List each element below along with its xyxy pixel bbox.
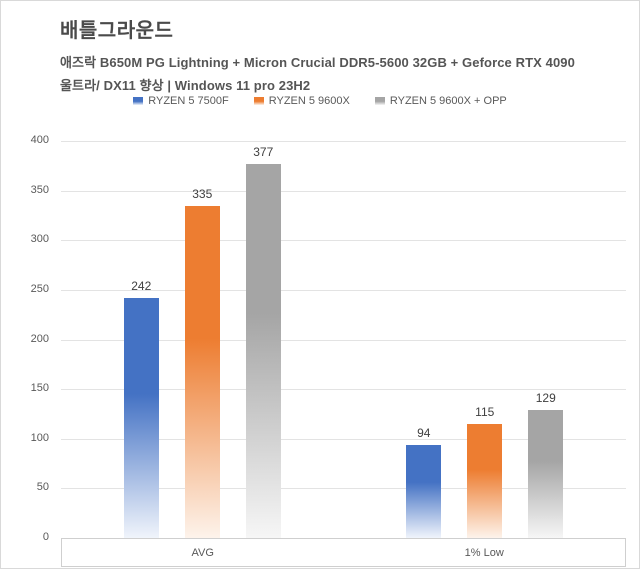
y-tick-100: 100 [30,431,49,444]
gridline-150 [61,389,626,391]
legend-swatch-ryzen-5-9600x-icon [253,97,264,105]
gridline-100 [61,438,626,440]
chart-subtitle-settings: 울트라/ DX11 향상 | Windows 11 pro 23H2 [60,78,311,93]
y-tick-300: 300 [30,233,49,246]
y-tick-400: 400 [30,134,49,146]
legend-swatch-ryzen-5-7500f-icon [133,97,144,105]
bar-ryzen-5-9600x-avg [184,206,220,538]
legend-item-ryzen-5-7500f: RYZEN 5 7500F [133,95,229,107]
gridline-400 [61,141,626,142]
bar-ryzen-5-7500f-avg [123,298,159,538]
legend-label-ryzen-5-9600x-opp: RYZEN 5 9600X + OPP [389,95,507,107]
y-tick-150: 150 [30,382,49,395]
data-label-ryzen-5-7500f-1-low: 94 [417,426,431,440]
y-tick-350: 350 [30,183,49,196]
gridline-200 [61,339,626,341]
page-title: 배틀그라운드 [60,20,174,42]
gridline-300 [61,240,626,242]
gridline-50 [61,488,626,490]
data-label-ryzen-5-7500f-avg: 242 [131,279,152,293]
bar-ryzen-5-9600x-opp-avg [245,164,281,538]
data-label-ryzen-5-9600x-1-low: 115 [475,405,495,419]
y-tick-200: 200 [30,332,49,345]
legend-item-ryzen-5-9600x: RYZEN 5 9600X [253,95,350,107]
data-label-ryzen-5-9600x-opp-avg: 377 [253,145,274,159]
legend-label-ryzen-5-9600x: RYZEN 5 9600X [268,95,350,107]
category-label-avg: AVG [191,546,214,559]
y-tick-0: 0 [42,531,49,543]
data-label-ryzen-5-9600x-avg: 335 [192,187,213,201]
category-label-1-low: 1% Low [464,546,504,559]
x-axis-category-strip: AVG 1% Low [61,538,626,567]
bar-ryzen-5-9600x-opp-1-low [528,410,564,538]
chart-subtitle-hardware: 애즈락 B650M PG Lightning + Micron Crucial … [60,55,575,70]
plot-area [61,141,626,538]
y-tick-50: 50 [36,481,49,494]
gridline-250 [61,289,626,291]
y-tick-250: 250 [30,282,49,295]
legend-label-ryzen-5-7500f: RYZEN 5 7500F [148,95,229,107]
chart-legend: RYZEN 5 7500F RYZEN 5 9600X RYZEN 5 9600X … [1,93,639,109]
bar-ryzen-5-9600x-1-low [467,424,503,538]
gridline-350 [61,190,626,192]
bar-ryzen-5-7500f-1-low [406,445,442,538]
data-label-ryzen-5-9600x-opp-1-low: 129 [535,391,556,405]
legend-item-ryzen-5-9600x-opp: RYZEN 5 9600X + OPP [374,95,507,107]
legend-swatch-ryzen-5-9600x-opp-icon [374,97,385,105]
